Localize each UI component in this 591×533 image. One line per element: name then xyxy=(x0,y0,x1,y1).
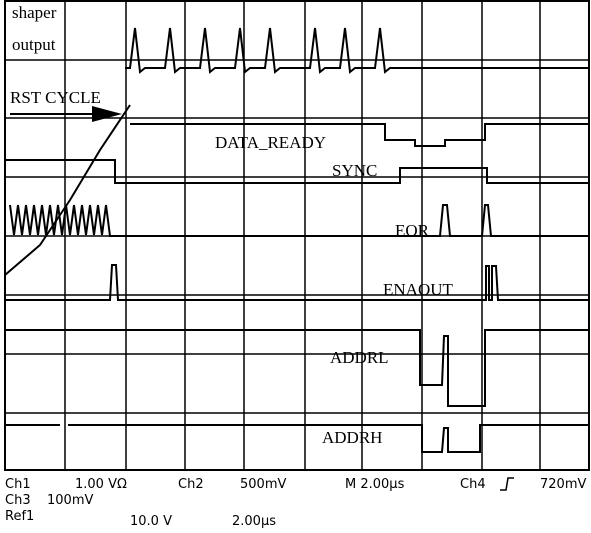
status-text: Ch1 xyxy=(5,477,31,492)
data-ready-trace xyxy=(130,123,589,147)
trace-label: output xyxy=(12,35,56,54)
trigger-icon xyxy=(500,477,514,491)
status-text: Ch3 xyxy=(5,493,31,508)
trace-label: SYNC xyxy=(332,161,377,180)
waveforms xyxy=(4,27,589,453)
status-text: 2.00µs xyxy=(232,514,276,529)
status-text: 100mV xyxy=(47,493,93,508)
status-bar: Ch1 1.00 VΩ Ch2 500mV M 2.00µs Ch4 720mV… xyxy=(5,477,586,529)
arrow-head xyxy=(92,106,122,122)
status-text: 720mV xyxy=(540,477,586,492)
trace-label: EOR xyxy=(395,221,430,240)
trace-label: RST CYCLE xyxy=(10,88,101,107)
trace-label: ENAOUT xyxy=(383,280,453,299)
status-text: Ch4 xyxy=(460,477,486,492)
addrh-trace xyxy=(5,424,589,453)
status-text: Ch2 xyxy=(178,477,204,492)
enaout-trace xyxy=(5,264,589,301)
trace-label: DATA_READY xyxy=(215,133,326,152)
trace-label: ADDRL xyxy=(330,348,389,367)
eor-trace xyxy=(9,204,589,237)
status-text: M 2.00µs xyxy=(345,477,405,492)
trace-label: shaper xyxy=(12,3,57,22)
addrl-trace xyxy=(5,329,589,407)
trace-label: ADDRH xyxy=(322,428,382,447)
status-text: 500mV xyxy=(240,477,286,492)
status-text: 10.0 V xyxy=(130,514,172,529)
sync-trace xyxy=(5,159,589,184)
status-text: 1.00 VΩ xyxy=(75,477,127,492)
status-text: Ref1 xyxy=(5,509,34,524)
ramp-trace xyxy=(4,104,131,276)
shaper-trace xyxy=(125,27,589,74)
